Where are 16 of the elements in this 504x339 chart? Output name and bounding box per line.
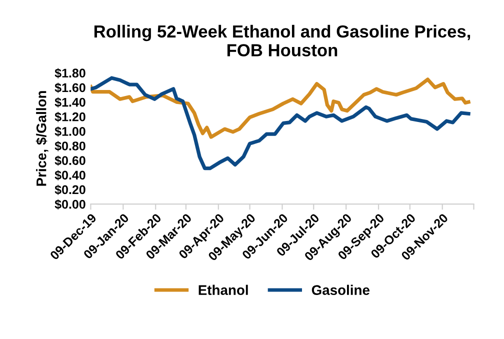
y-axis-title: Price, $/Gallon <box>36 91 48 186</box>
y-tick-label: $1.60 <box>54 82 86 93</box>
y-tick-label: $1.80 <box>54 68 86 78</box>
y-tick-label: $0.40 <box>54 170 86 180</box>
legend-label: Ethanol <box>198 284 248 295</box>
y-tick-label: $1.20 <box>54 112 86 122</box>
y-tick-label: $1.40 <box>54 97 86 108</box>
y-tick-label: $1.00 <box>54 126 86 137</box>
legend-label: Gasoline <box>312 284 370 295</box>
y-tick-label: $0.60 <box>54 156 86 166</box>
chart-title: Rolling 52-Week Ethanol and Gasoline Prices, FOB Houston <box>94 24 470 56</box>
line-series <box>90 78 470 139</box>
y-tick-label: $0.20 <box>54 184 86 195</box>
line-series <box>90 76 470 170</box>
y-tick-label: $0.00 <box>54 199 86 210</box>
y-tick-label: $0.80 <box>54 141 86 152</box>
